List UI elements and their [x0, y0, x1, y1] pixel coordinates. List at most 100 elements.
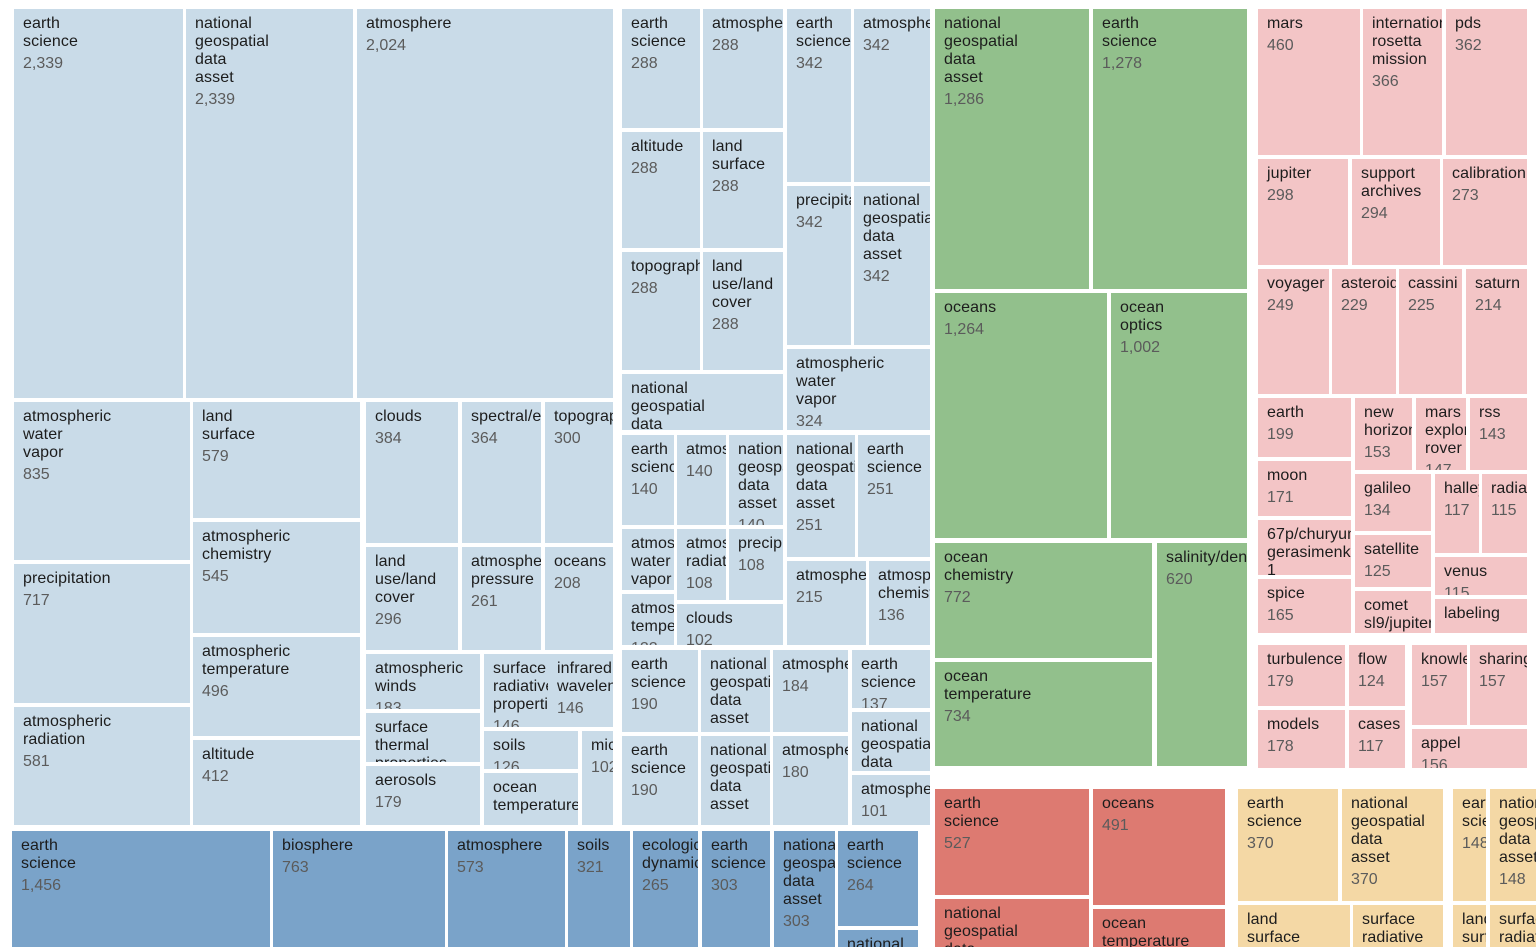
- treemap-tile-national-geospatial-data-asset[interactable]: national geospatial data asset: [622, 374, 783, 430]
- treemap-tile-atmosphere[interactable]: atmosphere 2,024: [357, 9, 613, 398]
- treemap-tile-precipitation[interactable]: precipitation 717: [14, 564, 190, 703]
- treemap-tile-infrared-wavelengths[interactable]: infrared wavelengths 146: [548, 654, 613, 727]
- treemap-tile-earth[interactable]: earth 199: [1258, 398, 1351, 457]
- treemap-tile-national-geospatial-data-asset[interactable]: national geospatial data asset: [701, 736, 770, 825]
- treemap-tile-venus[interactable]: venus 115: [1435, 557, 1527, 595]
- treemap-tile-atmospheric-winds[interactable]: atmospheric winds 183: [366, 654, 480, 709]
- treemap-tile-ocean-optics[interactable]: ocean optics 1,002: [1111, 293, 1247, 538]
- treemap-tile-ocean-temperature[interactable]: ocean temperature: [1093, 909, 1225, 947]
- treemap-tile-earth-science[interactable]: earth science 342: [787, 9, 851, 182]
- treemap-tile-national-geospatial-data-asset[interactable]: national geospatial data asset: [852, 712, 930, 771]
- treemap-tile-atmosphere[interactable]: atmosphere 342: [854, 9, 930, 182]
- treemap-tile-national-geospatial-data-asset[interactable]: national geospatial data asset 140: [729, 435, 783, 525]
- treemap-tile-earth-science[interactable]: earth science 148: [1453, 789, 1486, 901]
- treemap-tile-earth-science[interactable]: earth science 137: [852, 650, 930, 708]
- treemap-tile-spice[interactable]: spice 165: [1258, 579, 1351, 633]
- treemap-tile-moon[interactable]: moon 171: [1258, 461, 1351, 516]
- treemap-tile-atmospheric-chemistry[interactable]: atmospheric chemistry 136: [869, 561, 930, 645]
- treemap-tile-microwave[interactable]: microwave 102: [582, 731, 613, 825]
- treemap-tile-radiance[interactable]: radiance 115: [1482, 474, 1527, 553]
- treemap-tile-international-rosetta-mission[interactable]: international rosetta mission 366: [1363, 9, 1442, 155]
- treemap-tile-saturn[interactable]: saturn 214: [1466, 269, 1527, 394]
- treemap-tile-soils[interactable]: soils 126: [484, 731, 578, 769]
- treemap-tile-land-surface[interactable]: land surface 288: [703, 132, 783, 248]
- treemap-tile-cassini[interactable]: cassini 225: [1399, 269, 1462, 394]
- treemap-tile-knowledge[interactable]: knowledge 157: [1412, 645, 1467, 725]
- treemap-tile-mars-exploration-rover[interactable]: mars exploration rover 147: [1416, 398, 1466, 470]
- treemap-tile-national-geospatial-data-asset[interactable]: national geospatial data asset: [701, 650, 770, 732]
- treemap-tile-national-geospatial-data-asset[interactable]: national geospatial data asset 251: [787, 435, 855, 557]
- treemap-tile-altitude[interactable]: altitude 412: [193, 740, 360, 825]
- treemap-tile-earth-science[interactable]: earth science 190: [622, 650, 698, 732]
- treemap-tile-satellite[interactable]: satellite 125: [1355, 535, 1431, 587]
- treemap-tile-earth-science[interactable]: earth science 303: [702, 831, 770, 947]
- treemap-tile-precipitation[interactable]: precipitation 342: [787, 186, 851, 345]
- treemap-tile-earth-science[interactable]: earth science 370: [1238, 789, 1338, 901]
- treemap-tile-clouds[interactable]: clouds 102: [677, 604, 783, 645]
- treemap-tile-atmosphere[interactable]: atmosphere 215: [787, 561, 866, 645]
- treemap-tile-atmospheric-water-vapor[interactable]: atmospheric water vapor: [622, 529, 674, 590]
- treemap-tile-oceans[interactable]: oceans 1,264: [935, 293, 1107, 538]
- treemap-tile-topography[interactable]: topography 300: [545, 402, 613, 543]
- treemap-tile-ecological-dynamics[interactable]: ecological dynamics 265: [633, 831, 698, 947]
- treemap-tile-pds[interactable]: pds 362: [1446, 9, 1527, 155]
- treemap-tile-earth-science[interactable]: earth science 190: [622, 736, 698, 825]
- treemap-tile-jupiter[interactable]: jupiter 298: [1258, 159, 1348, 265]
- treemap-tile-appel[interactable]: appel 156: [1412, 729, 1527, 768]
- treemap-tile-galileo[interactable]: galileo 134: [1355, 474, 1431, 531]
- treemap-tile-national-geospatial-data-asset[interactable]: national geospatial data asset: [935, 899, 1089, 947]
- treemap-tile-surface-radiative-properties[interactable]: surface radiative properties: [1490, 905, 1536, 947]
- treemap-tile-atmospheric-chemistry[interactable]: atmospheric chemistry 545: [193, 522, 360, 633]
- treemap-tile-models[interactable]: models 178: [1258, 710, 1345, 768]
- treemap-tile-rss[interactable]: rss 143: [1470, 398, 1527, 470]
- treemap-tile-land-use-land-cover[interactable]: land use/land cover 296: [366, 547, 458, 650]
- treemap-tile-land-surface[interactable]: land surface: [1453, 905, 1486, 947]
- treemap-tile-new-horizons[interactable]: new horizons 153: [1355, 398, 1412, 470]
- treemap-tile-earth-science[interactable]: earth science 1,278: [1093, 9, 1247, 289]
- treemap-tile-atmospheric-temperature[interactable]: atmospheric temperature 122: [622, 594, 674, 645]
- treemap-tile-national-geospatial-data-asset[interactable]: national geospatial data asset 2,339: [186, 9, 353, 398]
- treemap-tile-national-geospatial-data-asset[interactable]: national geospatial data asset 342: [854, 186, 930, 345]
- treemap-tile-atmosphere[interactable]: atmosphere 288: [703, 9, 783, 128]
- treemap-tile-mars[interactable]: mars 460: [1258, 9, 1360, 155]
- treemap-tile-oceans[interactable]: oceans 208: [545, 547, 613, 650]
- treemap-tile-ocean-temperature[interactable]: ocean temperature 734: [935, 662, 1152, 766]
- treemap-tile-atmosphere[interactable]: atmosphere 101: [852, 775, 930, 825]
- treemap-tile-atmospheric-water-vapor[interactable]: atmospheric water vapor 835: [14, 402, 190, 560]
- treemap-tile-labeling[interactable]: labeling: [1435, 599, 1527, 633]
- treemap-tile-surface-radiative-properties[interactable]: surface radiative properties: [1353, 905, 1443, 947]
- treemap-tile-asteroid[interactable]: asteroid 229: [1332, 269, 1396, 394]
- treemap-tile-atmospheric-water-vapor[interactable]: atmospheric water vapor 324: [787, 349, 930, 430]
- treemap-tile-national-geospatial-data-asset[interactable]: national geospatial data asset: [838, 930, 918, 947]
- treemap-tile-earth-science[interactable]: earth science 2,339: [14, 9, 183, 398]
- treemap-tile-sharing[interactable]: sharing 157: [1470, 645, 1527, 725]
- treemap-tile-altitude[interactable]: altitude 288: [622, 132, 700, 248]
- treemap-tile-national-geospatial-data-asset[interactable]: national geospatial data asset 1,286: [935, 9, 1089, 289]
- treemap-tile-oceans[interactable]: oceans 491: [1093, 789, 1225, 905]
- treemap-tile-national-geospatial-data-asset[interactable]: national geospatial data asset 303: [774, 831, 835, 947]
- treemap-tile-biosphere[interactable]: biosphere 763: [273, 831, 445, 947]
- treemap-tile-spectral-engineering[interactable]: spectral/engineering 364: [462, 402, 541, 543]
- treemap-tile-atmospheric-radiation[interactable]: atmospheric radiation 581: [14, 707, 190, 825]
- treemap-tile-land-surface[interactable]: land surface: [1238, 905, 1350, 947]
- treemap-tile-67p-churyumov-gerasimenko-1-1969-r1[interactable]: 67p/churyumov-gerasimenko 1 (1969 r1): [1258, 520, 1351, 575]
- treemap-tile-comet-sl9-jupiter-collision[interactable]: comet sl9/jupiter collision: [1355, 591, 1431, 633]
- treemap-tile-soils[interactable]: soils 321: [568, 831, 630, 947]
- treemap-tile-atmospheric-pressure[interactable]: atmospheric pressure 261: [462, 547, 541, 650]
- treemap-tile-aerosols[interactable]: aerosols 179: [366, 766, 480, 825]
- treemap-tile-atmosphere[interactable]: atmosphere 184: [773, 650, 848, 732]
- treemap-tile-ocean-temperature[interactable]: ocean temperature: [484, 773, 578, 825]
- treemap-tile-atmosphere[interactable]: atmosphere 573: [448, 831, 565, 947]
- treemap-tile-earth-science[interactable]: earth science 288: [622, 9, 700, 128]
- treemap-tile-clouds[interactable]: clouds 384: [366, 402, 458, 543]
- treemap-tile-atmospheric-temperature[interactable]: atmospheric temperature 496: [193, 637, 360, 736]
- treemap-tile-turbulence[interactable]: turbulence 179: [1258, 645, 1345, 706]
- treemap-tile-halley[interactable]: halley 117: [1435, 474, 1479, 553]
- treemap-tile-earth-science[interactable]: earth science 1,456: [12, 831, 270, 947]
- treemap-tile-national-geospatial-data-asset[interactable]: national geospatial data asset 148: [1490, 789, 1536, 901]
- treemap-tile-ocean-chemistry[interactable]: ocean chemistry 772: [935, 543, 1152, 658]
- treemap-tile-atmosphere[interactable]: atmosphere 140: [677, 435, 726, 525]
- treemap-tile-land-use-land-cover[interactable]: land use/land cover 288: [703, 252, 783, 370]
- treemap-tile-topography[interactable]: topography 288: [622, 252, 700, 370]
- treemap-tile-earth-science[interactable]: earth science 251: [858, 435, 930, 557]
